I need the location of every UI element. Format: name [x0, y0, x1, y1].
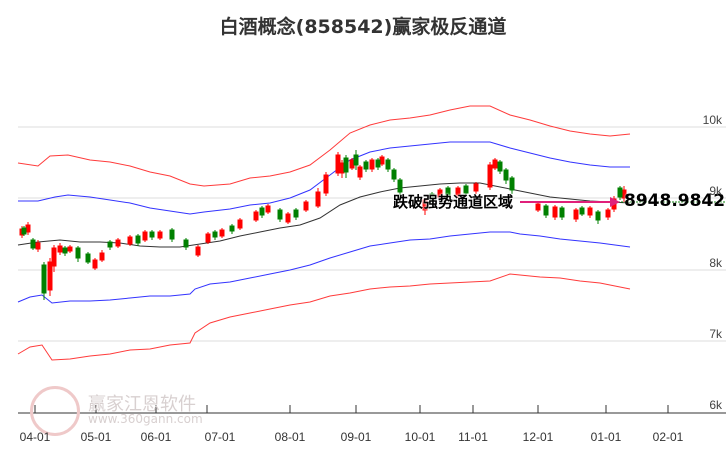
x-label: 04-01	[19, 430, 51, 444]
annotation-label: 跌破强势通道区域	[393, 193, 514, 211]
candlesticks	[19, 150, 627, 300]
gridlines	[18, 126, 726, 342]
inner-upper-band	[18, 141, 630, 215]
middle-line	[17, 182, 631, 248]
outer-upper-band	[17, 105, 631, 187]
x-label: 01-01	[590, 430, 622, 444]
break-arrow	[520, 197, 620, 207]
x-label: 12-01	[522, 430, 554, 444]
y-label-8k: 8k	[709, 256, 722, 270]
x-ticks	[34, 405, 669, 413]
y-label-9k: 9k	[709, 184, 722, 198]
x-label: 08-01	[274, 430, 306, 444]
y-label-6k: 6k	[709, 398, 722, 412]
x-label: 05-01	[80, 430, 112, 444]
inner-lower-band	[17, 231, 631, 304]
watermark-url: www.360gann.com	[88, 412, 203, 426]
outer-lower-band	[17, 273, 631, 361]
chart-title: 白酒概念(858542)赢家极反通道	[219, 16, 507, 38]
watermark-text: 赢家江恩软件	[88, 394, 196, 415]
x-label: 10-01	[404, 430, 436, 444]
y-label-10k: 10k	[702, 113, 722, 127]
annotation-price: 8948.9842	[624, 191, 726, 211]
x-label: 11-01	[458, 430, 488, 444]
x-label: 09-01	[340, 430, 372, 444]
x-label: 02-01	[652, 430, 684, 444]
x-label: 06-01	[140, 430, 172, 444]
y-label-7k: 7k	[709, 327, 722, 341]
x-label: 07-01	[204, 430, 236, 444]
watermark-logo-icon	[30, 386, 80, 436]
